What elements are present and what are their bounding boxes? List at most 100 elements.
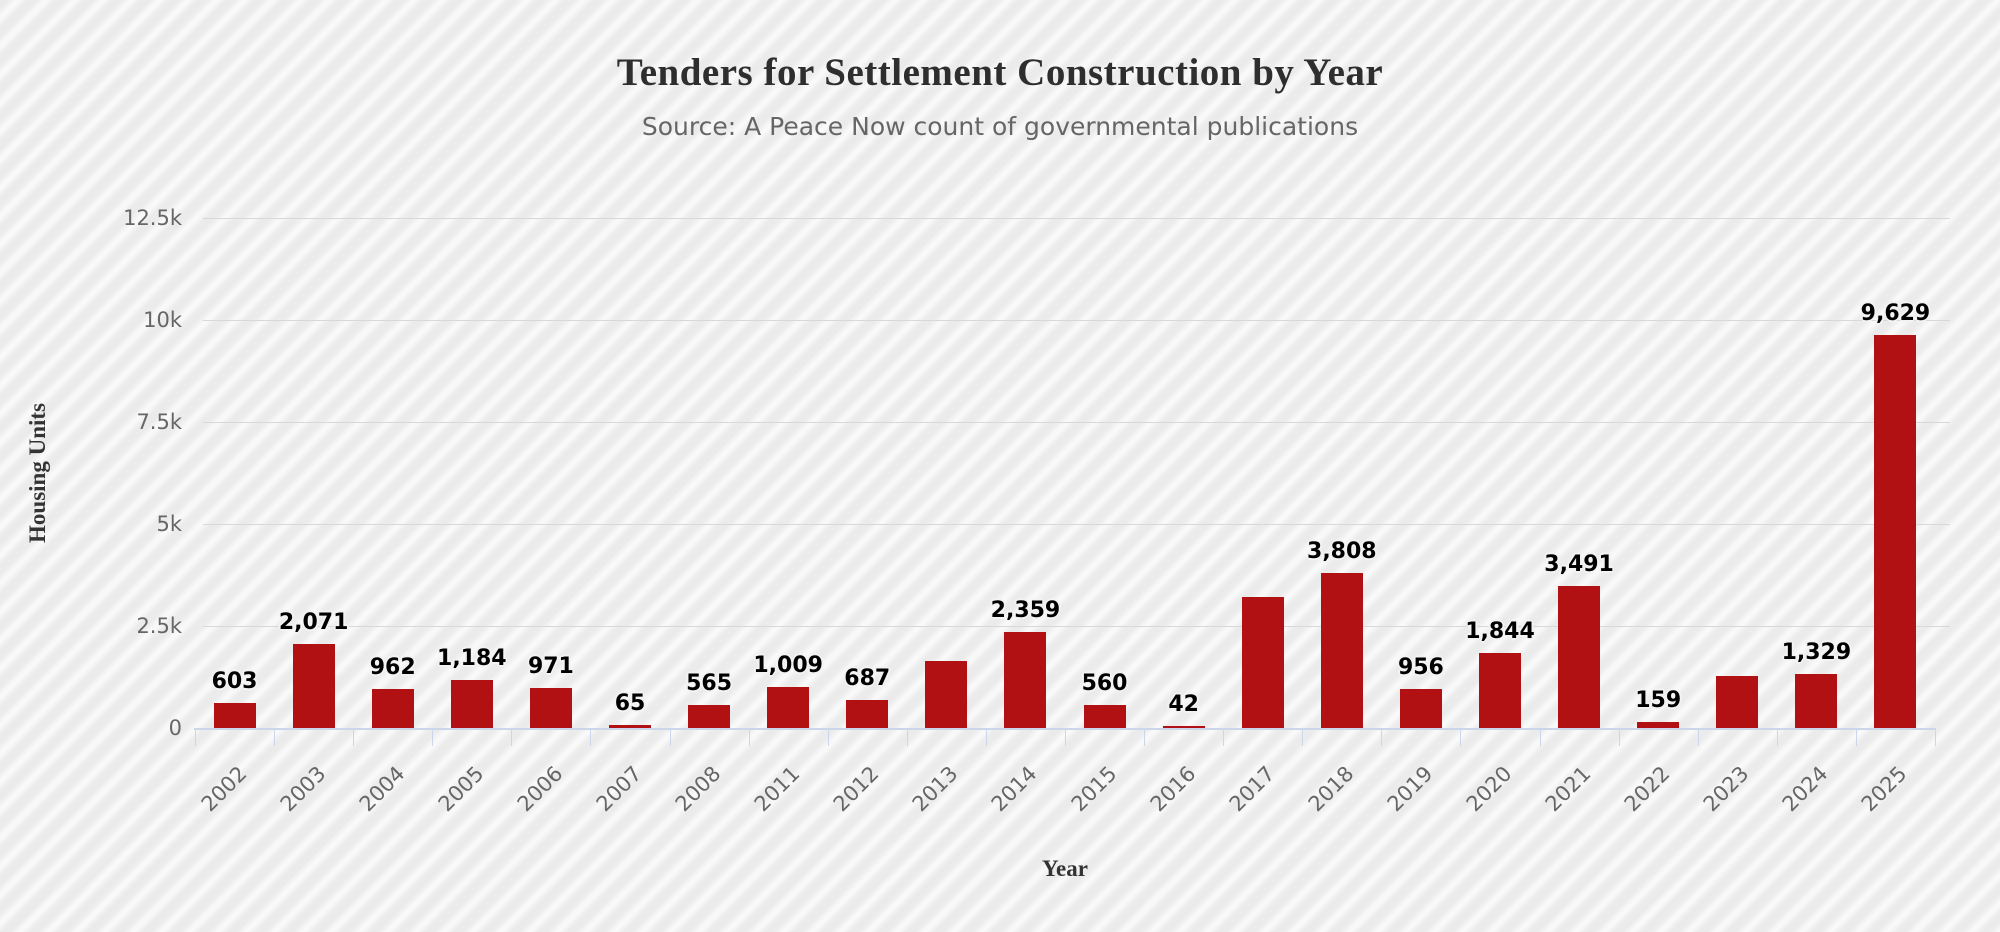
bar-value-label-2024: 1,329 <box>1781 639 1852 665</box>
bar-2006[interactable] <box>529 688 572 728</box>
bar-value-label-2014: 2,359 <box>990 597 1061 623</box>
x-axis-tick <box>274 730 276 746</box>
bar-value-label-2021: 3,491 <box>1544 551 1614 577</box>
bar-value-label-2008: 565 <box>686 670 733 696</box>
bar-value-label-2016: 42 <box>1168 692 1199 718</box>
bar-2011[interactable] <box>767 686 810 728</box>
chart-subtitle: Source: A Peace Now count of governmenta… <box>641 112 1359 141</box>
bar-value-label-2015: 560 <box>1081 671 1128 697</box>
x-axis-tick <box>748 730 750 746</box>
bar-value-label-2018: 3,808 <box>1307 538 1377 564</box>
x-axis-tick <box>1935 730 1936 746</box>
x-tick-label-text: 2013 <box>908 761 963 817</box>
x-tick-label-text: 2012 <box>828 761 884 817</box>
bar-value-label-2020: 1,844 <box>1465 618 1535 644</box>
x-tick-label-text: 2021 <box>1540 761 1596 817</box>
x-axis-tick <box>1302 730 1304 746</box>
bar-value-label-2002: 603 <box>211 669 258 695</box>
bar-value-label-2006: 971 <box>527 654 574 680</box>
x-tick-label-text: 2015 <box>1066 761 1122 817</box>
x-axis-tick <box>906 730 908 746</box>
x-tick-label-text: 2002 <box>196 761 252 817</box>
x-tick-label-text: 2006 <box>512 761 568 817</box>
x-axis-tick <box>511 730 513 746</box>
bar-2004[interactable] <box>371 688 414 728</box>
x-axis-line <box>194 728 1936 730</box>
bar-2002[interactable] <box>213 703 256 728</box>
x-tick-label-text: 2023 <box>1698 761 1754 817</box>
bar-2017[interactable] <box>1241 597 1284 728</box>
x-tick-label-text: 2025 <box>1857 761 1912 817</box>
x-axis-tick <box>827 730 829 746</box>
bar-2012[interactable] <box>846 699 889 728</box>
x-tick-label-text: 2022 <box>1619 761 1675 817</box>
bar-2020[interactable] <box>1479 652 1521 728</box>
x-axis-tick <box>669 730 671 746</box>
y-tick-label-12.5k: 12.5k <box>123 206 182 230</box>
x-axis-tick <box>590 730 592 746</box>
bar-2013[interactable] <box>925 660 968 728</box>
x-tick-label-text: 2020 <box>1461 761 1517 817</box>
gridline-12.5k <box>203 218 1950 219</box>
y-tick-label-7.5k: 7.5k <box>136 410 182 434</box>
y-tick-label-5k: 5k <box>156 512 182 536</box>
bar-2022[interactable] <box>1637 721 1680 728</box>
x-axis-tick <box>1460 730 1462 746</box>
x-axis-tick <box>195 730 196 746</box>
x-tick-label-text: 2005 <box>433 761 489 817</box>
bar-value-label-2003: 2,071 <box>278 609 349 635</box>
x-axis-tick <box>1381 730 1383 746</box>
gridline-5k <box>203 524 1950 525</box>
x-axis-tick <box>1776 730 1778 746</box>
chart-title: Tenders for Settlement Construction by Y… <box>616 51 1384 94</box>
bar-value-label-2012: 687 <box>844 665 891 691</box>
bar-value-label-2011: 1,009 <box>753 652 823 678</box>
bar-2005[interactable] <box>450 679 493 728</box>
bar-2024[interactable] <box>1795 673 1838 728</box>
bar-value-label-2004: 962 <box>369 654 416 680</box>
bar-2008[interactable] <box>688 704 731 728</box>
bar-2007[interactable] <box>609 725 651 728</box>
x-axis-tick <box>353 730 355 746</box>
x-tick-label-text: 2024 <box>1778 761 1833 817</box>
x-tick-label-text: 2011 <box>749 761 805 817</box>
gridline-7.5k <box>203 422 1950 423</box>
x-axis-tick <box>432 730 434 746</box>
bar-2018[interactable] <box>1320 572 1363 728</box>
gridline-2.5k <box>203 626 1950 627</box>
x-axis-tick <box>1539 730 1541 746</box>
x-axis-tick <box>1223 730 1225 746</box>
x-axis-tick <box>1697 730 1699 746</box>
x-axis-tick <box>1618 730 1620 746</box>
bar-value-label-2025: 9,629 <box>1860 301 1931 327</box>
y-tick-label-10k: 10k <box>143 308 182 332</box>
x-axis-tick <box>1065 730 1066 746</box>
x-tick-label-text: 2004 <box>354 761 410 817</box>
bar-value-label-2022: 159 <box>1635 687 1682 713</box>
bar-2023[interactable] <box>1716 676 1759 728</box>
x-tick-label-text: 2018 <box>1303 761 1359 817</box>
x-axis-title: Year <box>1042 856 1088 881</box>
y-tick-label-0: 0 <box>168 716 182 740</box>
bar-2021[interactable] <box>1558 585 1601 728</box>
y-tick-label-2.5k: 2.5k <box>136 614 182 638</box>
y-axis-title: Housing Units <box>25 403 50 543</box>
bar-2025[interactable] <box>1874 335 1917 728</box>
x-tick-label-text: 2016 <box>1145 761 1201 817</box>
gridline-10k <box>203 320 1950 321</box>
x-tick-label-text: 2007 <box>591 761 647 817</box>
bar-2014[interactable] <box>1004 631 1047 728</box>
bar-value-label-2019: 956 <box>1397 654 1444 680</box>
bar-2003[interactable] <box>292 643 335 728</box>
x-axis-tick <box>1855 730 1857 746</box>
bar-2019[interactable] <box>1399 688 1442 728</box>
x-tick-label-text: 2008 <box>670 761 726 817</box>
bar-2016[interactable] <box>1162 726 1205 728</box>
bar-value-label-2005: 1,184 <box>437 645 507 671</box>
bar-value-label-2007: 65 <box>614 691 646 717</box>
bar-2015[interactable] <box>1083 705 1126 728</box>
x-tick-label-text: 2017 <box>1224 761 1280 817</box>
x-axis-tick <box>1144 730 1146 746</box>
x-tick-label-text: 2003 <box>275 761 331 817</box>
